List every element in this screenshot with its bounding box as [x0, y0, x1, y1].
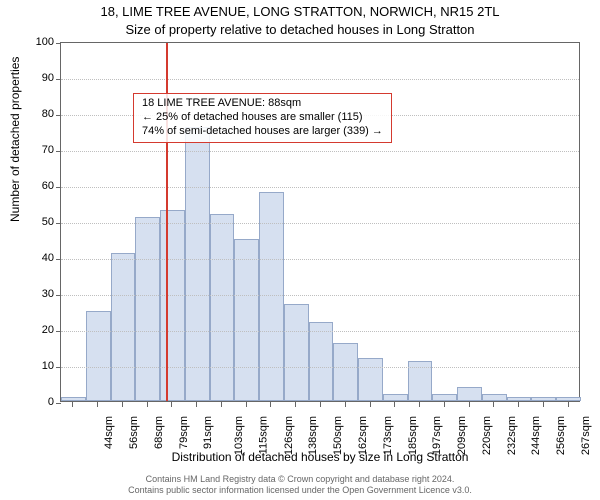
xtick-mark: [345, 402, 346, 407]
ytick-label: 90: [14, 72, 54, 84]
xtick-label: 267sqm: [580, 416, 592, 455]
xtick-mark: [469, 402, 470, 407]
xtick-label: 44sqm: [103, 416, 115, 449]
histogram-bar: [284, 304, 309, 401]
gridline: [61, 79, 579, 80]
ytick-mark: [56, 115, 61, 116]
ytick-label: 20: [14, 324, 54, 336]
xtick-mark: [394, 402, 395, 407]
gridline: [61, 295, 579, 296]
xtick-label: 68sqm: [153, 416, 165, 449]
xtick-mark: [370, 402, 371, 407]
ytick-label: 10: [14, 360, 54, 372]
footer-line-2: Contains public sector information licen…: [0, 485, 600, 496]
chart-title: 18, LIME TREE AVENUE, LONG STRATTON, NOR…: [0, 4, 600, 19]
ytick-label: 80: [14, 108, 54, 120]
info-line-1: 18 LIME TREE AVENUE: 88sqm: [142, 97, 383, 111]
ytick-label: 70: [14, 144, 54, 156]
histogram-bar: [507, 397, 532, 401]
histogram-bar: [210, 214, 235, 401]
ytick-mark: [56, 79, 61, 80]
xtick-mark: [295, 402, 296, 407]
histogram-bar: [185, 127, 210, 401]
xtick-label: 79sqm: [178, 416, 190, 449]
histogram-bar: [135, 217, 160, 401]
histogram-bar: [333, 343, 358, 401]
histogram-bar: [61, 397, 86, 401]
ytick-mark: [56, 295, 61, 296]
xtick-mark: [221, 402, 222, 407]
ytick-mark: [56, 151, 61, 152]
histogram-bar: [309, 322, 334, 401]
xtick-label: 91sqm: [202, 416, 214, 449]
gridline: [61, 367, 579, 368]
xtick-mark: [568, 402, 569, 407]
xtick-mark: [518, 402, 519, 407]
ytick-mark: [56, 367, 61, 368]
xtick-mark: [320, 402, 321, 407]
footer-line-1: Contains HM Land Registry data © Crown c…: [0, 474, 600, 485]
ytick-label: 100: [14, 36, 54, 48]
histogram-bar: [556, 397, 581, 401]
xtick-mark: [543, 402, 544, 407]
ytick-label: 40: [14, 252, 54, 264]
ytick-mark: [56, 259, 61, 260]
ytick-label: 30: [14, 288, 54, 300]
gridline: [61, 151, 579, 152]
histogram-bar: [234, 239, 259, 401]
info-box: 18 LIME TREE AVENUE: 88sqm ← 25% of deta…: [133, 93, 392, 143]
histogram-bar: [383, 394, 408, 401]
chart-subtitle: Size of property relative to detached ho…: [0, 22, 600, 37]
histogram-bar: [86, 311, 111, 401]
ytick-label: 50: [14, 216, 54, 228]
histogram-bar: [531, 397, 556, 401]
xtick-mark: [72, 402, 73, 407]
histogram-bar: [457, 387, 482, 401]
info-line-2: ← 25% of detached houses are smaller (11…: [142, 111, 383, 125]
gridline: [61, 187, 579, 188]
xtick-mark: [444, 402, 445, 407]
histogram-bar: [111, 253, 136, 401]
xtick-mark: [419, 402, 420, 407]
ytick-mark: [56, 331, 61, 332]
histogram-bar: [160, 210, 185, 401]
xtick-label: 115sqm: [257, 416, 269, 454]
xtick-mark: [147, 402, 148, 407]
xtick-mark: [196, 402, 197, 407]
ytick-mark: [56, 223, 61, 224]
property-size-histogram: 18, LIME TREE AVENUE, LONG STRATTON, NOR…: [0, 0, 600, 500]
ytick-label: 0: [14, 396, 54, 408]
gridline: [61, 259, 579, 260]
info-line-3: 74% of semi-detached houses are larger (…: [142, 125, 383, 139]
histogram-bar: [358, 358, 383, 401]
ytick-mark: [56, 187, 61, 188]
xtick-label: 56sqm: [128, 416, 140, 449]
ytick-mark: [56, 43, 61, 44]
gridline: [61, 223, 579, 224]
plot-area: 18 LIME TREE AVENUE: 88sqm ← 25% of deta…: [60, 42, 580, 402]
histogram-bar: [432, 394, 457, 401]
ytick-label: 60: [14, 180, 54, 192]
xtick-mark: [246, 402, 247, 407]
footer-attribution: Contains HM Land Registry data © Crown c…: [0, 474, 600, 497]
xtick-mark: [493, 402, 494, 407]
xtick-mark: [270, 402, 271, 407]
x-axis-label: Distribution of detached houses by size …: [60, 450, 580, 464]
xtick-mark: [97, 402, 98, 407]
gridline: [61, 331, 579, 332]
histogram-bar: [482, 394, 507, 401]
xtick-mark: [122, 402, 123, 407]
xtick-mark: [171, 402, 172, 407]
